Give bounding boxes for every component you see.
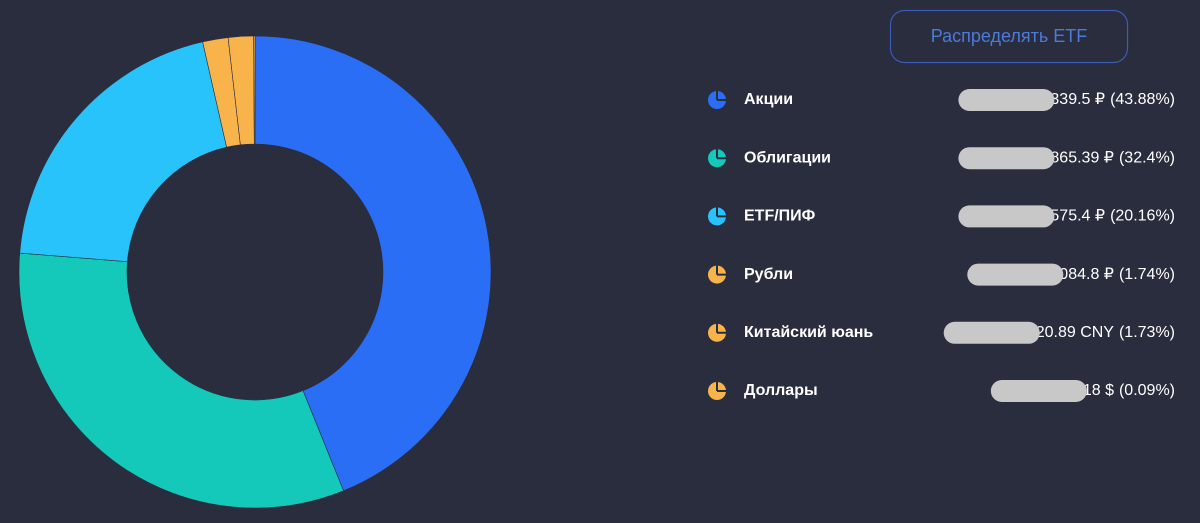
value-label: (1.74%) bbox=[1119, 266, 1175, 283]
legend-icon-cut bbox=[716, 381, 727, 392]
button[interactable] bbox=[889, 9, 1129, 64]
button-label[interactable]: Распределять ETF bbox=[931, 26, 1088, 46]
legend-label: Доллары bbox=[744, 382, 818, 399]
amount-label: 20.89 CNY bbox=[1036, 324, 1115, 341]
donut-slice bbox=[254, 35, 492, 492]
legend-icon-cut bbox=[716, 322, 727, 334]
masked-amount bbox=[967, 263, 1064, 286]
value-label: (43.88%) bbox=[1110, 91, 1175, 108]
legend-label: Облигации bbox=[744, 149, 831, 166]
legend-label: Рубли bbox=[744, 266, 793, 283]
donut-slice bbox=[253, 35, 256, 145]
masked-amount bbox=[943, 321, 1040, 344]
masked-amount bbox=[990, 380, 1087, 402]
value-label: (32.4%) bbox=[1119, 149, 1175, 166]
legend-label: Акции bbox=[744, 91, 793, 108]
legend-icon-cut bbox=[716, 206, 727, 218]
amount-label: 084.8 ₽ bbox=[1059, 266, 1114, 283]
legend-label: ETF/ПИФ bbox=[744, 208, 816, 225]
value-label: (1.73%) bbox=[1119, 324, 1175, 341]
value-label: (20.16%) bbox=[1110, 208, 1175, 225]
amount-label: 18 $ bbox=[1083, 382, 1114, 399]
donut-slice bbox=[19, 41, 227, 263]
donut-slice bbox=[18, 252, 344, 509]
masked-amount bbox=[958, 89, 1055, 111]
legend-label: Китайский юань bbox=[744, 324, 873, 341]
masked-amount bbox=[958, 205, 1055, 228]
amount-label: 865.39 ₽ bbox=[1050, 149, 1114, 166]
amount-label: 575.4 ₽ bbox=[1050, 208, 1105, 225]
legend-icon-cut bbox=[716, 90, 727, 101]
legend-icon-cut bbox=[716, 264, 727, 276]
amount-label: 339.5 ₽ bbox=[1050, 91, 1105, 108]
value-label: (0.09%) bbox=[1119, 382, 1175, 399]
masked-amount bbox=[958, 147, 1055, 170]
legend-icon-cut bbox=[716, 148, 727, 160]
